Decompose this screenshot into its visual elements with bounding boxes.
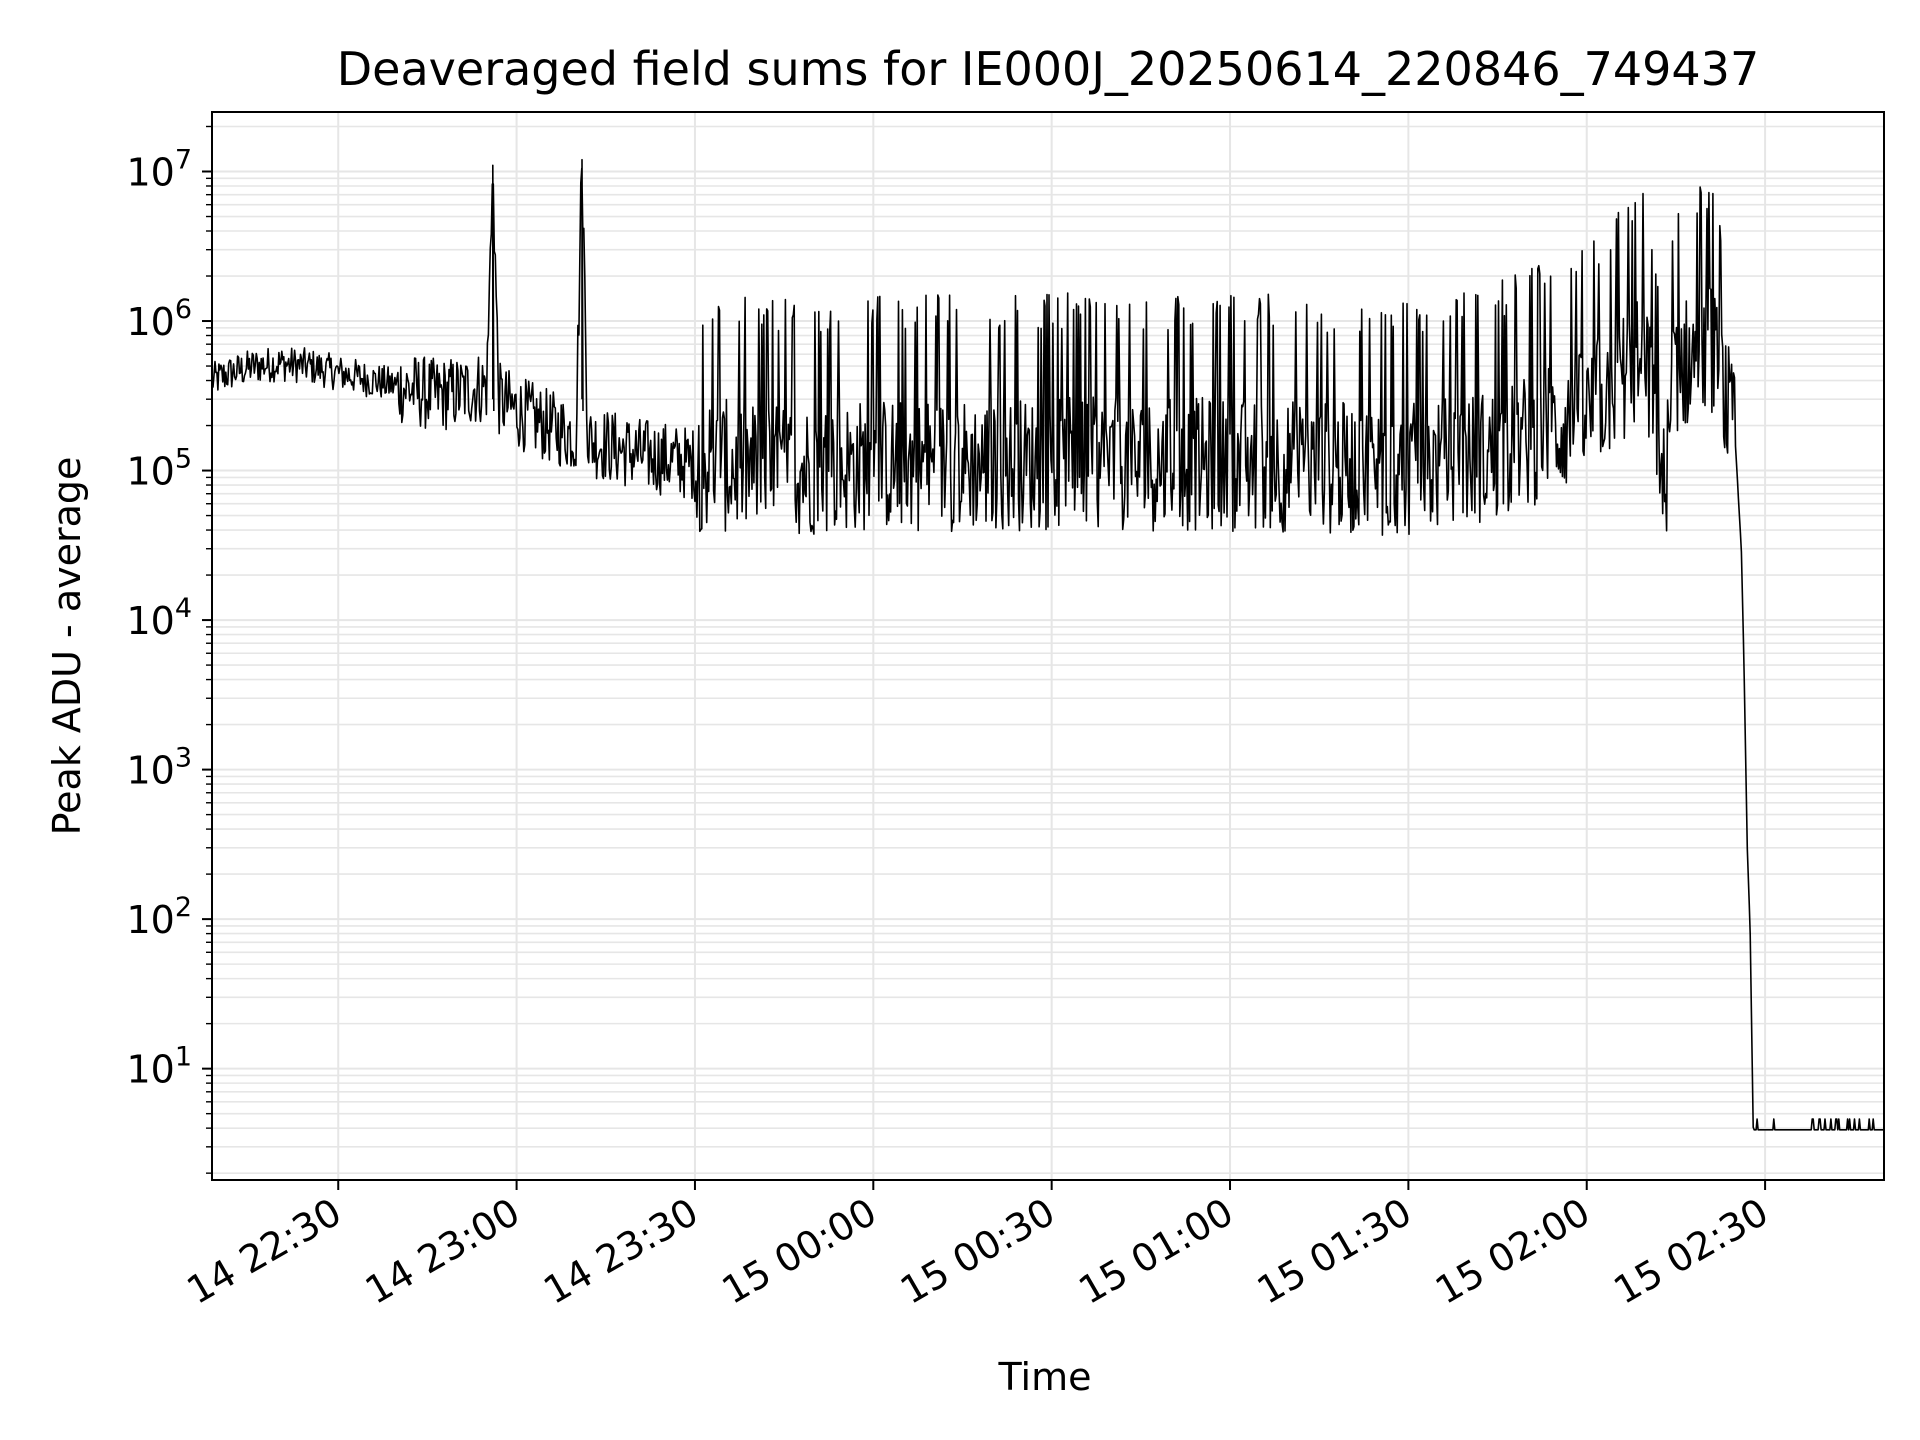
y-tick-base: 10 [126, 1048, 174, 1092]
x-axis-label: Time [998, 1355, 1092, 1399]
y-tick-exponent: 5 [175, 444, 192, 475]
series-line [211, 158, 1884, 1131]
y-tick-label: 107 [126, 145, 192, 195]
y-tick-label: 101 [126, 1042, 192, 1092]
y-tick-label: 105 [126, 444, 192, 494]
y-tick-base: 10 [126, 450, 174, 494]
y-tick-base: 10 [126, 599, 174, 643]
y-tick-label: 102 [126, 892, 192, 942]
y-tick-label: 106 [126, 294, 192, 344]
y-tick-base: 10 [126, 898, 174, 942]
y-tick-exponent: 7 [175, 145, 192, 176]
y-tick-base: 10 [126, 749, 174, 793]
y-tick-exponent: 4 [175, 593, 192, 624]
y-tick-exponent: 6 [175, 294, 192, 325]
y-tick-base: 10 [126, 151, 174, 195]
y-axis-label: Peak ADU - average [45, 457, 89, 836]
plot-frame [211, 111, 1885, 1181]
y-tick-exponent: 2 [175, 892, 192, 923]
y-tick-exponent: 3 [175, 743, 192, 774]
y-tick-label: 103 [126, 743, 192, 793]
chart-title: Deaveraged field sums for IE000J_2025061… [337, 42, 1759, 96]
y-tick-base: 10 [126, 300, 174, 344]
y-tick-exponent: 1 [175, 1042, 192, 1073]
grid [212, 112, 1884, 1180]
y-tick-label: 104 [126, 593, 192, 643]
